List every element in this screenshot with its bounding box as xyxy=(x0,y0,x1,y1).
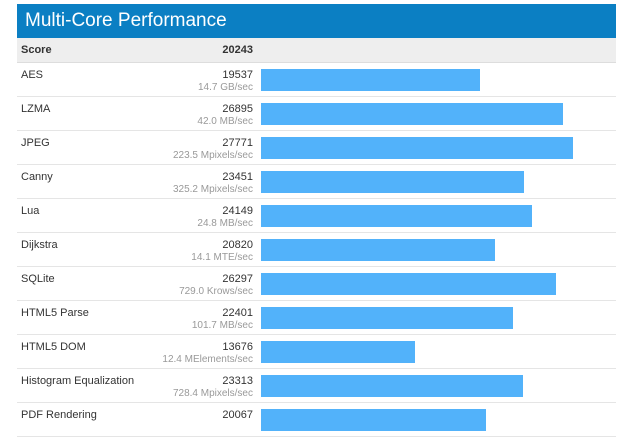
benchmark-throughput: 12.4 MElements/sec xyxy=(162,354,253,365)
panel-title: Multi-Core Performance xyxy=(17,4,616,38)
benchmark-name: JPEG xyxy=(21,137,50,149)
benchmark-throughput: 42.0 MB/sec xyxy=(197,116,253,127)
benchmark-name: Histogram Equalization xyxy=(21,375,135,387)
benchmark-row: HTML5 Parse 22401 101.7 MB/sec xyxy=(17,301,616,335)
benchmark-row: Dijkstra 20820 14.1 MTE/sec xyxy=(17,233,616,267)
benchmark-row: JPEG 27771 223.5 Mpixels/sec xyxy=(17,131,616,165)
benchmark-throughput: 728.4 Mpixels/sec xyxy=(172,388,253,399)
score-row: Score 20243 xyxy=(17,38,616,63)
benchmark-row: SQLite 26297 729.0 Krows/sec xyxy=(17,267,616,301)
benchmark-bar xyxy=(261,69,481,91)
benchmark-row: LZMA 26895 42.0 MB/sec xyxy=(17,97,616,131)
benchmark-row: PDF Rendering 20067 xyxy=(17,403,616,437)
benchmark-name: Canny xyxy=(21,171,53,183)
benchmark-name: SQLite xyxy=(21,273,55,285)
benchmark-name: Lua xyxy=(21,205,40,217)
benchmark-bar xyxy=(261,137,573,159)
score-value: 20243 xyxy=(222,44,253,56)
score-label: Score xyxy=(21,44,52,56)
benchmark-name: Dijkstra xyxy=(21,239,58,251)
benchmark-row: Histogram Equalization 23313 728.4 Mpixe… xyxy=(17,369,616,403)
benchmark-score: 22401 xyxy=(222,307,253,319)
benchmark-bar xyxy=(261,171,525,193)
benchmark-score: 24149 xyxy=(222,205,253,217)
benchmark-score: 27771 xyxy=(222,137,253,149)
benchmark-bar xyxy=(261,341,415,363)
benchmark-throughput: 101.7 MB/sec xyxy=(191,320,253,331)
benchmark-score: 26297 xyxy=(222,273,253,285)
benchmark-score: 20067 xyxy=(222,409,253,421)
benchmark-name: PDF Rendering xyxy=(21,409,97,421)
benchmark-throughput: 24.8 MB/sec xyxy=(197,218,253,229)
benchmark-row: Lua 24149 24.8 MB/sec xyxy=(17,199,616,233)
benchmark-score: 23451 xyxy=(222,171,253,183)
benchmark-score: 19537 xyxy=(222,69,253,81)
multi-core-panel: Multi-Core Performance Score 20243 AES 1… xyxy=(17,4,616,437)
benchmark-throughput: 14.1 MTE/sec xyxy=(191,252,253,263)
benchmark-bar xyxy=(261,375,523,397)
benchmark-bar xyxy=(261,103,564,125)
benchmark-score: 23313 xyxy=(222,375,253,387)
benchmark-throughput: 223.5 Mpixels/sec xyxy=(172,150,253,161)
benchmark-name: HTML5 Parse xyxy=(21,307,89,319)
benchmark-name: LZMA xyxy=(21,103,51,115)
benchmark-score: 13676 xyxy=(222,341,253,353)
benchmark-throughput: 325.2 Mpixels/sec xyxy=(172,184,253,195)
benchmark-score: 20820 xyxy=(222,239,253,251)
benchmark-name: HTML5 DOM xyxy=(21,341,86,353)
benchmark-bar xyxy=(261,307,513,329)
benchmark-row: Canny 23451 325.2 Mpixels/sec xyxy=(17,165,616,199)
benchmark-bar xyxy=(261,239,495,261)
benchmark-name: AES xyxy=(21,69,44,81)
benchmark-row: HTML5 DOM 13676 12.4 MElements/sec xyxy=(17,335,616,369)
benchmark-score: 26895 xyxy=(222,103,253,115)
benchmark-bar xyxy=(261,409,487,431)
benchmark-throughput: 14.7 GB/sec xyxy=(197,82,253,93)
benchmark-bar xyxy=(261,273,557,295)
benchmark-row: AES 19537 14.7 GB/sec xyxy=(17,63,616,97)
benchmark-bar xyxy=(261,205,533,227)
benchmark-throughput: 729.0 Krows/sec xyxy=(179,286,253,297)
